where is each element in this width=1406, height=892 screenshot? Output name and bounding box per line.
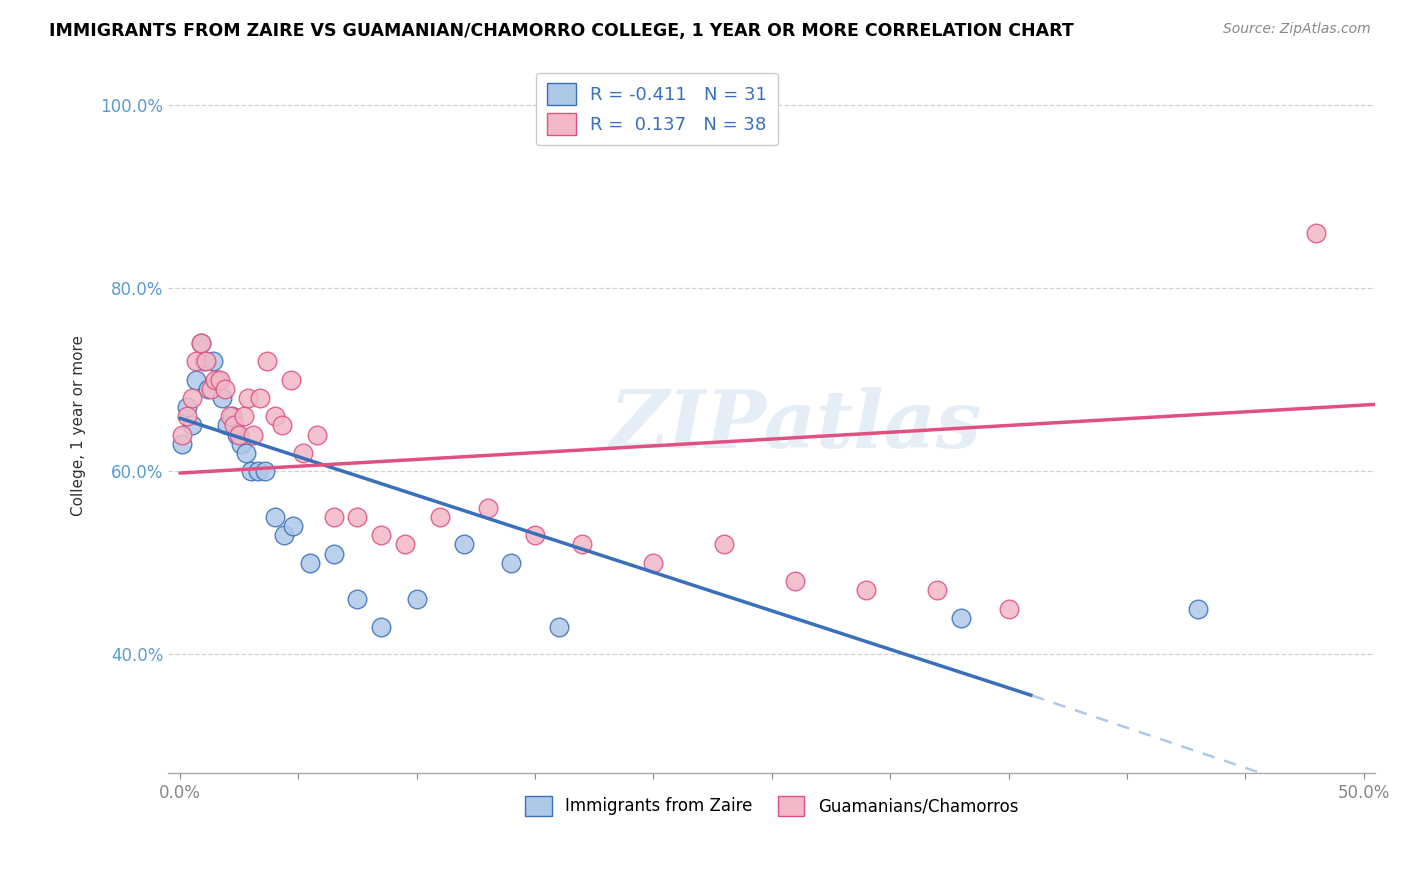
Point bbox=[194, 354, 217, 368]
Point bbox=[477, 500, 499, 515]
Point bbox=[190, 336, 212, 351]
Point bbox=[713, 537, 735, 551]
Point bbox=[322, 510, 344, 524]
Point bbox=[186, 354, 208, 368]
Point bbox=[997, 601, 1019, 615]
Point bbox=[249, 391, 271, 405]
Point bbox=[211, 391, 233, 405]
Point bbox=[927, 583, 949, 598]
Point bbox=[785, 574, 807, 588]
Point bbox=[209, 373, 232, 387]
Point bbox=[197, 382, 219, 396]
Point bbox=[238, 391, 260, 405]
Point bbox=[204, 373, 226, 387]
Point bbox=[242, 427, 264, 442]
Point bbox=[207, 373, 229, 387]
Point bbox=[280, 373, 302, 387]
Text: Source: ZipAtlas.com: Source: ZipAtlas.com bbox=[1223, 22, 1371, 37]
Point bbox=[346, 510, 368, 524]
Point bbox=[501, 556, 523, 570]
Point bbox=[307, 427, 329, 442]
Point bbox=[225, 427, 247, 442]
Point bbox=[172, 436, 194, 450]
Point bbox=[263, 409, 285, 424]
Point bbox=[201, 354, 224, 368]
Point bbox=[370, 528, 392, 542]
Y-axis label: College, 1 year or more: College, 1 year or more bbox=[72, 334, 86, 516]
Point bbox=[346, 592, 368, 607]
Point bbox=[394, 537, 416, 551]
Point bbox=[429, 510, 451, 524]
Point bbox=[228, 427, 250, 442]
Point bbox=[193, 354, 215, 368]
Point bbox=[523, 528, 546, 542]
Point bbox=[1305, 226, 1327, 240]
Point bbox=[1187, 601, 1209, 615]
Point bbox=[217, 418, 239, 433]
Point bbox=[224, 418, 246, 433]
Point bbox=[200, 382, 222, 396]
Legend: Immigrants from Zaire, Guamanians/Chamorros: Immigrants from Zaire, Guamanians/Chamor… bbox=[517, 788, 1026, 824]
Point bbox=[299, 556, 322, 570]
Point bbox=[283, 519, 305, 533]
Point bbox=[190, 336, 212, 351]
Text: IMMIGRANTS FROM ZAIRE VS GUAMANIAN/CHAMORRO COLLEGE, 1 YEAR OR MORE CORRELATION : IMMIGRANTS FROM ZAIRE VS GUAMANIAN/CHAMO… bbox=[49, 22, 1074, 40]
Point bbox=[180, 418, 202, 433]
Point bbox=[571, 537, 593, 551]
Point bbox=[256, 354, 278, 368]
Point bbox=[405, 592, 427, 607]
Point bbox=[322, 547, 344, 561]
Point bbox=[239, 464, 262, 478]
Point bbox=[214, 382, 236, 396]
Point bbox=[270, 418, 292, 433]
Point bbox=[176, 400, 198, 414]
Point bbox=[643, 556, 665, 570]
Point bbox=[950, 611, 973, 625]
Point bbox=[232, 409, 254, 424]
Text: ZIPatlas: ZIPatlas bbox=[610, 387, 981, 464]
Point bbox=[855, 583, 877, 598]
Point bbox=[221, 409, 243, 424]
Point bbox=[291, 446, 314, 460]
Point bbox=[231, 436, 253, 450]
Point bbox=[273, 528, 295, 542]
Point bbox=[172, 427, 194, 442]
Point bbox=[254, 464, 277, 478]
Point bbox=[263, 510, 285, 524]
Point bbox=[547, 620, 569, 634]
Point bbox=[453, 537, 475, 551]
Point bbox=[180, 391, 202, 405]
Point bbox=[246, 464, 269, 478]
Point bbox=[176, 409, 198, 424]
Point bbox=[218, 409, 240, 424]
Point bbox=[370, 620, 392, 634]
Point bbox=[235, 446, 257, 460]
Point bbox=[186, 373, 208, 387]
